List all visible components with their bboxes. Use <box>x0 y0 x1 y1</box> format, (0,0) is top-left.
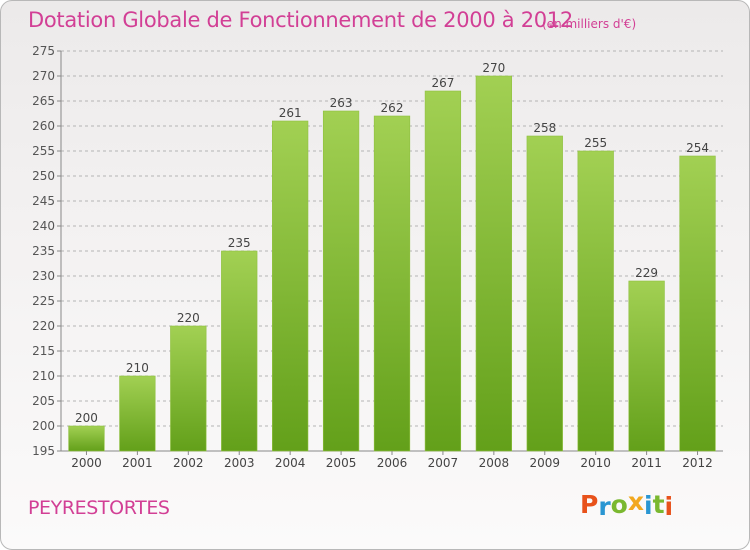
y-tick-label: 240 <box>32 219 55 233</box>
bar-2001 <box>119 375 156 452</box>
data-label-2003: 235 <box>228 236 251 250</box>
logo-letter: r <box>598 492 611 521</box>
x-tick-label: 2004 <box>275 456 306 470</box>
logo-letter: t <box>652 490 665 519</box>
bar-2010 <box>577 150 614 452</box>
y-tick-label: 215 <box>32 344 55 358</box>
y-tick-label: 255 <box>32 144 55 158</box>
data-label-2012: 254 <box>686 141 709 155</box>
data-label-2004: 261 <box>279 106 302 120</box>
x-tick-label: 2009 <box>529 456 560 470</box>
x-tick-label: 2002 <box>173 456 204 470</box>
x-axis-ticks: 2000 2001 2002 2003 2004 2005 2006 2007 2008 2009… <box>71 451 713 470</box>
bars <box>68 75 716 452</box>
y-tick-label: 265 <box>32 94 55 108</box>
data-label-2011: 229 <box>635 266 658 280</box>
x-tick-label: 2007 <box>428 456 459 470</box>
x-tick-label: 2001 <box>122 456 153 470</box>
bar-2002 <box>170 325 207 452</box>
y-tick-label: 220 <box>32 319 55 333</box>
x-tick-label: 2010 <box>580 456 611 470</box>
logo-letter: i <box>644 491 653 520</box>
logo-letter: o <box>610 490 628 519</box>
logo-letter: P <box>580 490 599 519</box>
y-axis-ticks: 195 200 205 210 215 220 225 230 235 240 245 250 255 2… <box>32 44 61 458</box>
bar-2009 <box>526 135 563 452</box>
y-tick-label: 210 <box>32 369 55 383</box>
data-label-2006: 262 <box>381 101 404 115</box>
data-label-2005: 263 <box>330 96 353 110</box>
logo-letter: i <box>664 492 674 521</box>
x-tick-label: 2005 <box>326 456 357 470</box>
y-tick-label: 200 <box>32 419 55 433</box>
y-tick-label: 250 <box>32 169 55 183</box>
data-label-2010: 255 <box>584 136 607 150</box>
data-labels: 200 210 220 235 261 263 262 267 270 258 255 229 254 <box>75 61 709 425</box>
x-tick-label: 2006 <box>377 456 408 470</box>
bar-2005 <box>322 110 360 452</box>
data-label-2000: 200 <box>75 411 98 425</box>
bar-2008 <box>475 75 512 452</box>
x-tick-label: 2012 <box>682 456 713 470</box>
x-tick-label: 2011 <box>631 456 662 470</box>
data-label-2002: 220 <box>177 311 200 325</box>
x-tick-label: 2003 <box>224 456 255 470</box>
y-tick-label: 275 <box>32 44 55 58</box>
bar-2006 <box>373 115 411 452</box>
x-tick-label: 2008 <box>479 456 510 470</box>
bar-2007 <box>424 90 462 452</box>
data-label-2008: 270 <box>482 61 505 75</box>
data-label-2007: 267 <box>431 76 454 90</box>
y-tick-label: 260 <box>32 119 55 133</box>
y-tick-label: 235 <box>32 244 55 258</box>
chart-title: Dotation Globale de Fonctionnement de 20… <box>28 8 573 32</box>
logo-letter: x <box>627 487 644 516</box>
proxiti-logo[interactable]: Proxiti <box>580 487 674 526</box>
x-tick-label: 2000 <box>71 456 102 470</box>
y-tick-label: 225 <box>32 294 55 308</box>
data-label-2009: 258 <box>533 121 556 135</box>
bar-2003 <box>221 250 258 452</box>
y-tick-label: 195 <box>32 444 55 458</box>
bar-2012 <box>679 155 716 452</box>
y-tick-label: 270 <box>32 69 55 83</box>
y-tick-label: 245 <box>32 194 55 208</box>
y-tick-label: 230 <box>32 269 55 283</box>
y-tick-label: 205 <box>32 394 55 408</box>
commune-name: PEYRESTORTES <box>28 497 170 519</box>
bar-2011 <box>628 280 665 452</box>
bar-2000 <box>68 425 105 452</box>
bar-2004 <box>272 120 309 452</box>
chart-subtitle: (en milliers d'€) <box>542 17 637 31</box>
data-label-2001: 210 <box>126 361 149 375</box>
